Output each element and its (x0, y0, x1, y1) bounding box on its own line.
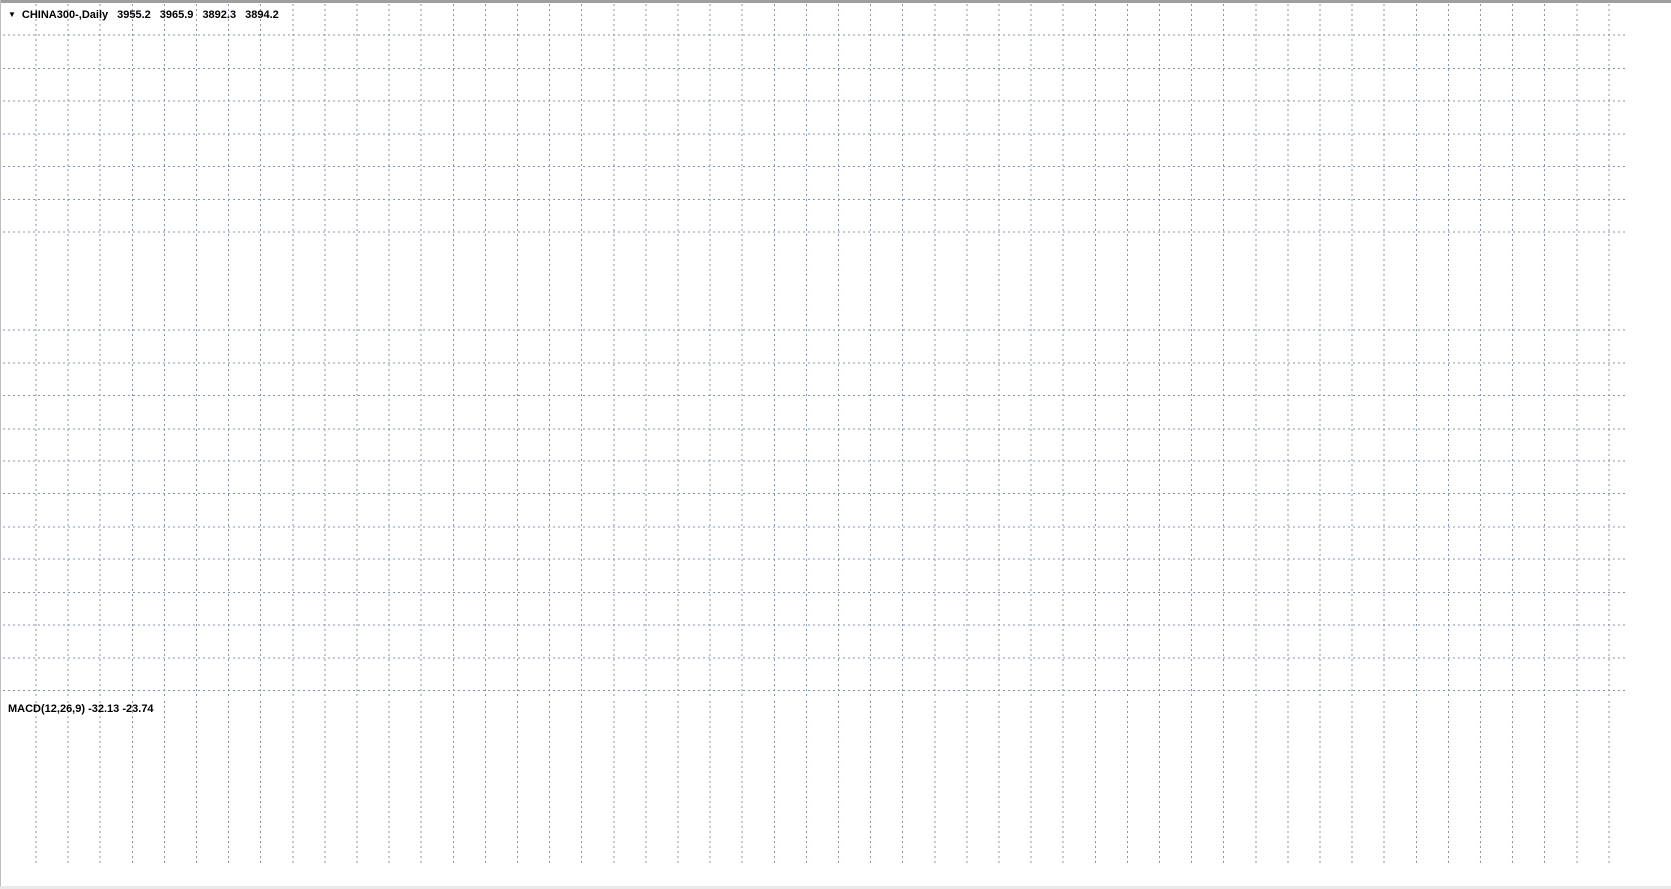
ohlc-high: 3965.9 (159, 9, 194, 21)
window-left-edge (0, 0, 1, 889)
macd-indicator-label: MACD(12,26,9) -32.13 -23.74 (8, 703, 154, 715)
macd-name: MACD(12,26,9) (8, 703, 86, 715)
ohlc-close: 3894.2 (245, 9, 279, 21)
macd-signal-value: -23.74 (122, 703, 154, 715)
ohlc-low: 3892.3 (202, 9, 237, 21)
chart-title-bar: ▼ CHINA300-,Daily 3955.2 3965.9 3892.3 3… (8, 7, 279, 23)
symbol-period-label: CHINA300-,Daily (21, 9, 109, 21)
macd-main-value: -32.13 (88, 703, 120, 715)
symbol-expander-icon[interactable]: ▼ (8, 10, 16, 19)
ohlc-open: 3955.2 (117, 9, 151, 21)
grid-layer (3, 4, 1628, 865)
window-bottom-edge (0, 886, 1671, 889)
window-top-edge (0, 0, 1671, 3)
